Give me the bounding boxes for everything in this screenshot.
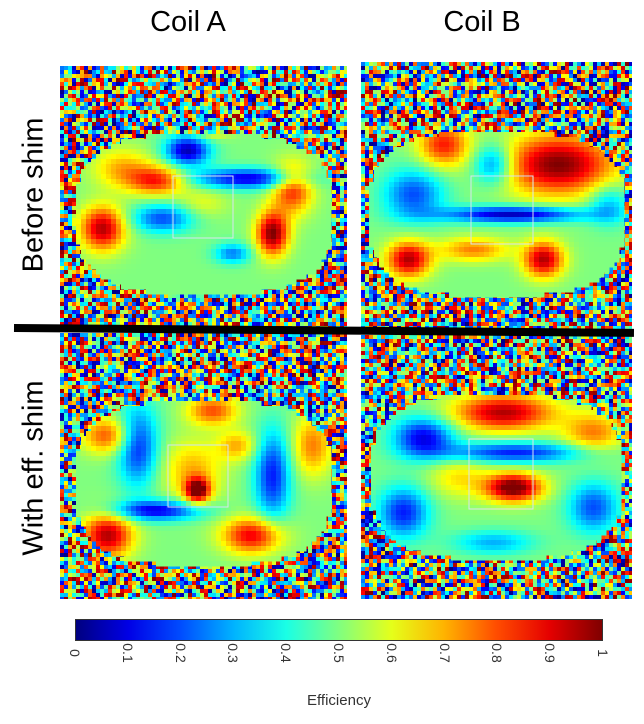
roi-box (470, 175, 534, 245)
map-panel-coil-b-with-shim (361, 335, 632, 599)
colorbar-tick: 0 (67, 638, 83, 668)
roi-box (167, 444, 229, 508)
colorbar-tick: 0.3 (225, 638, 241, 668)
map-panel-coil-a-before (60, 66, 347, 330)
colorbar-tick: 0.6 (384, 638, 400, 668)
colorbar (75, 619, 603, 641)
colorbar-tick: 0.9 (542, 638, 558, 668)
colorbar-tick: 1 (595, 638, 611, 668)
colorbar-tick: 0.2 (173, 638, 189, 668)
row-label-with-eff-shim: With eff. shim (18, 380, 51, 555)
map-panel-coil-a-with-shim (60, 333, 347, 599)
colorbar-tick: 0.8 (489, 638, 505, 668)
roi-box (172, 175, 234, 239)
colorbar-tick: 0.4 (278, 638, 294, 668)
colorbar-tick: 0.1 (120, 638, 136, 668)
roi-box (468, 438, 534, 510)
map-panel-coil-b-before (361, 62, 632, 332)
colorbar-label: Efficiency (75, 692, 603, 709)
colorbar-tick: 0.5 (331, 638, 347, 668)
column-title-coil-a: Coil A (63, 6, 313, 39)
colorbar-tick: 0.7 (437, 638, 453, 668)
column-title-coil-b: Coil B (357, 6, 607, 39)
row-label-before-shim: Before shim (18, 118, 51, 273)
